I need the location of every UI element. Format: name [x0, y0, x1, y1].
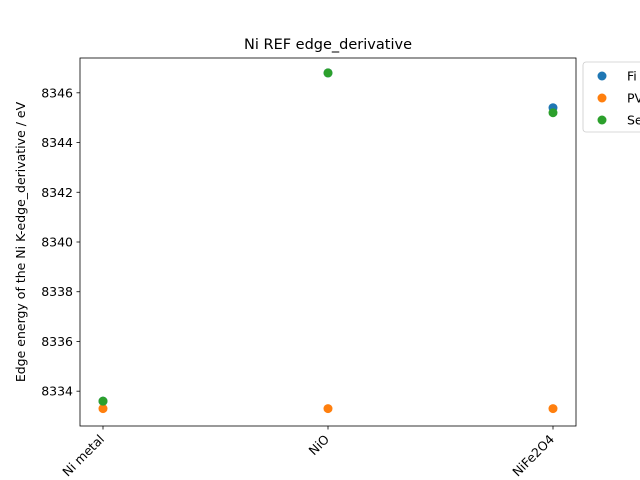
axis-ticks: 8334 8336 8338 8340 8342 8344 8346 Ni metal NiO N… — [41, 85, 557, 479]
y-axis-label: Edge energy of the Ni K-edge_derivative … — [13, 101, 28, 382]
chart-title: Ni REF edge_derivative — [244, 37, 412, 53]
legend-entry: Fi — [627, 69, 637, 84]
plot-area-frame — [79, 57, 577, 427]
y-tick-label: 8338 — [41, 284, 73, 299]
legend-marker — [597, 71, 607, 81]
x-tick-label: Ni metal — [59, 432, 107, 480]
legend: Fi PV Se — [582, 61, 640, 133]
x-tick-label: NiFe2O4 — [509, 431, 557, 479]
legend-frame — [582, 61, 640, 133]
data-point — [323, 404, 333, 414]
y-tick-label: 8342 — [41, 185, 73, 200]
x-tick-label: NiO — [305, 431, 332, 458]
y-tick-label: 8340 — [41, 235, 73, 250]
y-tick-label: 8346 — [41, 85, 73, 100]
data-point — [548, 108, 558, 118]
data-point — [323, 68, 333, 78]
legend-marker — [597, 93, 607, 103]
data-point — [548, 404, 558, 414]
legend-entry: PV — [627, 91, 640, 106]
legend-marker — [597, 115, 607, 125]
y-tick-label: 8344 — [41, 135, 73, 150]
legend-entry: Se — [627, 113, 640, 128]
y-tick-label: 8336 — [41, 334, 73, 349]
data-point — [98, 404, 108, 414]
y-tick-label: 8334 — [41, 384, 73, 399]
data-point — [98, 396, 108, 406]
data-points — [98, 68, 558, 414]
